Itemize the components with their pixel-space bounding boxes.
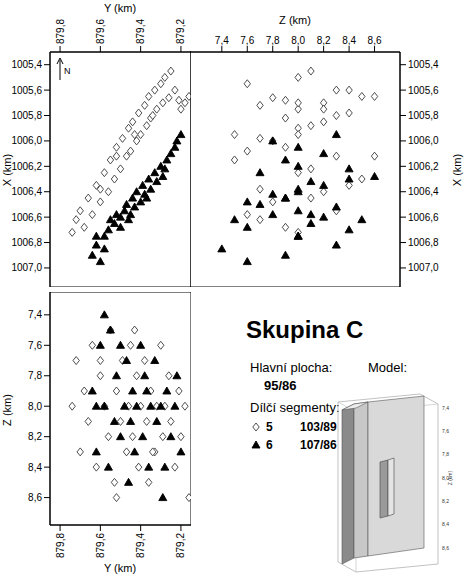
svg-text:879,2: 879,2: [175, 19, 186, 44]
svg-text:7,4: 7,4: [28, 309, 42, 320]
html-text:Skupina C: Skupina C: [246, 316, 364, 343]
svg-text:879,6: 879,6: [95, 533, 106, 558]
svg-text:8,6: 8,6: [442, 545, 449, 551]
html-text:Dílčí segmenty:: Dílčí segmenty:: [250, 400, 340, 415]
svg-text:8,0: 8,0: [28, 401, 42, 412]
html-text:6: 6: [266, 438, 273, 452]
svg-text:7,6: 7,6: [442, 428, 449, 434]
svg-text:8,6: 8,6: [28, 492, 42, 503]
svg-text:1006,0: 1006,0: [408, 135, 439, 146]
svg-text:8,4: 8,4: [28, 462, 42, 473]
svg-text:7,8: 7,8: [28, 370, 42, 381]
svg-text:7,8: 7,8: [266, 35, 280, 46]
svg-text:1005,6: 1005,6: [408, 85, 439, 96]
svg-text:879,6: 879,6: [95, 19, 106, 44]
svg-text:7,4: 7,4: [442, 405, 449, 411]
svg-text:879,8: 879,8: [55, 19, 66, 44]
svg-text:1005,8: 1005,8: [11, 110, 42, 121]
svg-text:1005,6: 1005,6: [11, 85, 42, 96]
svg-text:8,6: 8,6: [368, 35, 382, 46]
svg-text:8,0: 8,0: [291, 35, 305, 46]
svg-text:8,0: 8,0: [442, 474, 449, 481]
svg-text:8,4: 8,4: [442, 521, 449, 527]
svg-text:8,2: 8,2: [442, 498, 449, 504]
html-text:Y (km): Y (km): [103, 2, 137, 14]
html-text:103/89: 103/89: [300, 420, 337, 434]
svg-text:7,4: 7,4: [215, 35, 229, 46]
svg-text:1005,4: 1005,4: [408, 59, 439, 70]
html-text:5: 5: [266, 420, 273, 434]
svg-text:Z (km): Z (km): [447, 470, 453, 485]
html-text:X (km): X (km): [1, 153, 13, 187]
html-text:95/86: 95/86: [264, 378, 297, 393]
html-text:Z (km): Z (km): [1, 394, 13, 426]
html-text:Model:: Model:: [368, 360, 407, 375]
html-text:X (km): X (km): [451, 153, 463, 187]
svg-text:1006,2: 1006,2: [11, 161, 42, 172]
svg-text:1006,8: 1006,8: [408, 237, 439, 248]
svg-text:1007,0: 1007,0: [11, 262, 42, 273]
svg-text:8,4: 8,4: [342, 35, 356, 46]
svg-text:1006,4: 1006,4: [408, 186, 439, 197]
svg-text:8,2: 8,2: [317, 35, 331, 46]
svg-text:1005,8: 1005,8: [408, 110, 439, 121]
svg-text:8,2: 8,2: [28, 431, 42, 442]
svg-text:1006,6: 1006,6: [11, 212, 42, 223]
html-text:107/86: 107/86: [300, 438, 337, 452]
html-text:Z (km): Z (km): [279, 14, 311, 26]
svg-text:7,6: 7,6: [28, 340, 42, 351]
svg-text:1006,0: 1006,0: [11, 135, 42, 146]
svg-text:1006,2: 1006,2: [408, 161, 439, 172]
svg-text:7,8: 7,8: [442, 451, 449, 457]
svg-text:879,8: 879,8: [55, 533, 66, 558]
svg-text:1005,4: 1005,4: [11, 59, 42, 70]
svg-text:1006,4: 1006,4: [11, 186, 42, 197]
svg-text:879,2: 879,2: [175, 533, 186, 558]
svg-text:1006,8: 1006,8: [11, 237, 42, 248]
html-text:Hlavní plocha:: Hlavní plocha:: [250, 360, 333, 375]
svg-text:1006,6: 1006,6: [408, 212, 439, 223]
svg-text:879,4: 879,4: [135, 19, 146, 44]
svg-text:1007,0: 1007,0: [408, 262, 439, 273]
html-text:Y (km): Y (km): [103, 562, 137, 574]
svg-text:7,6: 7,6: [240, 35, 254, 46]
svg-text:879,4: 879,4: [135, 533, 146, 558]
svg-text:N: N: [64, 66, 71, 76]
